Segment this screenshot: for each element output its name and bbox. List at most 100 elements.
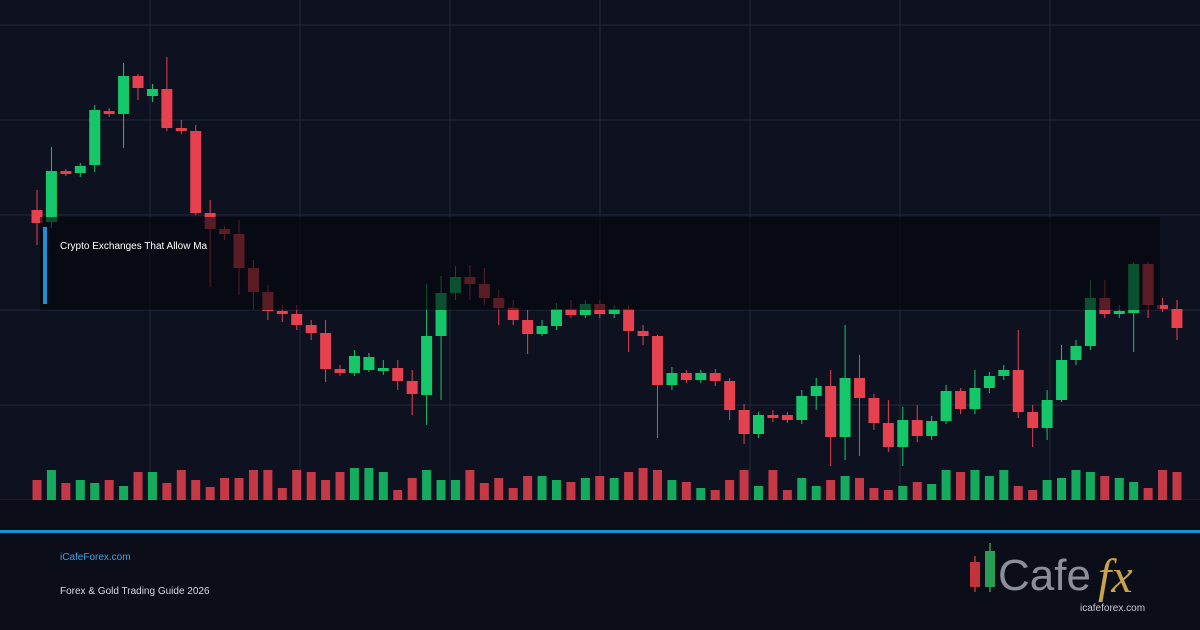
volume-bar — [90, 483, 100, 500]
candle-body — [897, 420, 909, 447]
volume-bar — [205, 487, 215, 500]
volume-bar — [321, 480, 331, 500]
volume-bar — [984, 476, 994, 500]
candle-body — [175, 128, 187, 131]
volume-bar — [292, 470, 302, 500]
volume-bar — [840, 476, 850, 500]
candle-body — [161, 89, 173, 128]
volume-bar — [1129, 482, 1139, 500]
candle-body — [291, 314, 303, 325]
logo-url: icafeforex.com — [1080, 603, 1145, 614]
volume-bar — [696, 488, 706, 500]
candle-body — [781, 415, 793, 420]
candle-body — [392, 368, 404, 381]
candle-body — [854, 378, 866, 398]
volume-bar — [422, 470, 432, 500]
volume-bar — [999, 470, 1009, 500]
logo-fx: fx — [1098, 550, 1133, 603]
volume-bar — [609, 478, 619, 500]
volume-bar — [494, 478, 504, 500]
candle-body — [190, 131, 202, 213]
candle-body — [1084, 298, 1096, 346]
volume-bar — [523, 476, 533, 500]
footer-bg — [0, 500, 1200, 630]
candle-body — [305, 325, 317, 333]
candle-body — [1070, 346, 1082, 360]
logo-word: Cafe — [998, 551, 1091, 600]
volume-bar — [941, 470, 951, 500]
volume-bar — [234, 478, 244, 500]
volume-bar — [306, 472, 316, 500]
candle-body — [320, 333, 332, 369]
volume-bar — [479, 483, 489, 500]
volume-bar — [1114, 478, 1124, 500]
candle-body — [796, 396, 808, 420]
volume-bar — [898, 486, 908, 500]
volume-bar — [725, 480, 735, 500]
candle-body — [435, 293, 447, 336]
candle-body — [89, 110, 101, 165]
volume-bar — [652, 470, 662, 500]
subtitle: Forex & Gold Trading Guide 2026 — [60, 586, 210, 597]
candle-body — [911, 420, 923, 436]
volume-bar — [927, 484, 937, 500]
volume-bar — [407, 478, 417, 500]
volume-bar — [710, 490, 720, 500]
candle-body — [1012, 370, 1024, 412]
volume-bar — [378, 472, 388, 500]
volume-bar — [147, 472, 157, 500]
candle-body — [753, 415, 764, 434]
candle-body — [45, 171, 57, 222]
candle-body — [738, 410, 750, 434]
volume-bar — [595, 476, 605, 500]
volume-bar — [624, 472, 634, 500]
candle-body — [132, 76, 144, 88]
volume-bar — [1071, 470, 1081, 500]
volume-bar — [465, 470, 475, 500]
volume-bar — [580, 478, 590, 500]
candle-body — [1157, 305, 1169, 309]
candle-body — [955, 391, 967, 409]
candle-body — [926, 421, 938, 436]
candle-body — [60, 171, 72, 174]
volume-bar — [393, 490, 403, 500]
candle-body — [421, 336, 433, 395]
site-link: iCafeForex.com — [60, 552, 131, 563]
volume-bar — [1013, 486, 1023, 500]
candle-body — [666, 373, 678, 385]
volume-bar — [912, 482, 922, 500]
volume-bar — [133, 472, 143, 500]
volume-bar — [119, 486, 129, 500]
candle-body — [1113, 311, 1125, 314]
candle-body — [651, 336, 663, 385]
candle-body — [998, 370, 1010, 376]
volume-bar — [1028, 490, 1038, 500]
volume-bar — [1042, 480, 1052, 500]
volume-bar — [176, 470, 186, 500]
candle-body — [969, 388, 981, 409]
candle-body — [608, 309, 620, 314]
candle-body — [637, 331, 649, 336]
volume-bar — [1143, 488, 1153, 500]
divider — [0, 530, 1200, 533]
candle-body — [334, 369, 346, 373]
volume-bar — [855, 478, 865, 500]
candle-body — [74, 166, 86, 173]
candle-body — [623, 309, 635, 331]
candle-body — [1171, 309, 1183, 328]
candle-body — [1041, 400, 1053, 428]
volume-bar — [436, 480, 446, 500]
candle-body — [118, 76, 130, 114]
volume-bar — [1158, 470, 1168, 500]
candle-body — [767, 415, 779, 418]
volume-bar — [869, 488, 879, 500]
candle-body — [940, 391, 952, 421]
logo-candle — [985, 551, 995, 587]
volume-bar — [681, 482, 691, 500]
volume-bar — [277, 488, 287, 500]
candle-body — [276, 311, 288, 314]
volume-bar — [768, 470, 778, 500]
candle-body — [550, 309, 562, 326]
headline: Crypto Exchanges That Allow Ma — [60, 241, 208, 252]
